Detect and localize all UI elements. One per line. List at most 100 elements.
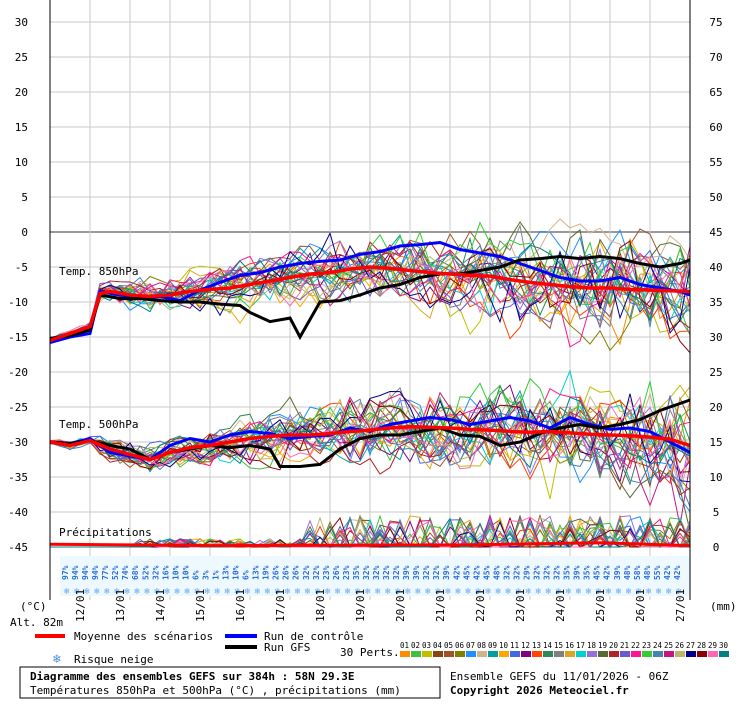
pert-swatch [642, 651, 652, 657]
snowflake-icon: ❄ [666, 587, 672, 597]
snow-risk-band: 97%❄94%❄94%❄94%❄77%❄52%❄74%❄68%❄52%❄32%❄… [60, 556, 690, 597]
right-tick-label: 35 [709, 296, 722, 309]
snow-risk-value: 74% [121, 565, 130, 580]
pert-swatch [422, 651, 432, 657]
pert-swatch [675, 651, 685, 657]
snow-risk-value: 10% [181, 565, 190, 580]
pert-number: 10 [499, 641, 509, 650]
x-tick-label: 14/01 [154, 589, 167, 622]
left-unit: (°C) [20, 600, 47, 613]
legend-snow-label: Risque neige [74, 653, 153, 666]
precip-label: Précipitations [59, 526, 152, 539]
right-tick-label: 50 [709, 191, 722, 204]
pert-swatch [708, 651, 718, 657]
pert-number: 12 [521, 641, 530, 650]
pert-swatch [510, 651, 520, 657]
snowflake-icon: ❄ [566, 587, 572, 597]
pert-number: 21 [620, 641, 629, 650]
snowflake-icon: ❄ [676, 587, 682, 597]
snow-risk-value: 42% [603, 565, 612, 580]
pert-swatch [620, 651, 630, 657]
pert-number: 20 [609, 641, 619, 650]
x-tick-label: 27/01 [674, 589, 687, 622]
pert-swatch [664, 651, 674, 657]
snow-risk-value: 52% [111, 565, 120, 580]
snow-risk-value: 32% [362, 565, 371, 580]
pert-swatch [488, 651, 498, 657]
ensemble-member-t500-27 [49, 390, 691, 483]
pert-swatch [543, 651, 553, 657]
snowflake-icon: ❄ [405, 587, 411, 597]
snow-risk-value: 97% [61, 565, 70, 580]
snow-risk-value: 29% [522, 565, 531, 580]
gfs-t850-line [49, 254, 691, 341]
snow-risk-value: 26% [332, 565, 341, 580]
pert-number: 14 [543, 641, 553, 650]
pert-number: 29 [708, 641, 717, 650]
snow-risk-value: 45% [482, 565, 491, 580]
snowflake-icon: ❄ [285, 587, 291, 597]
chart-subtitle: Températures 850hPa et 500hPa (°C) , pré… [30, 684, 401, 697]
pert-number: 28 [697, 641, 707, 650]
snowflake-icon: ❄ [636, 587, 642, 597]
snowflake-icon: ❄ [84, 587, 90, 597]
snow-risk-value: 26% [292, 565, 301, 580]
ensemble-member-t850-25 [49, 244, 691, 343]
snowflake-icon: ❄ [204, 587, 210, 597]
left-tick-label: 5 [21, 191, 28, 204]
left-tick-label: 10 [15, 156, 28, 169]
snow-risk-value: 32% [382, 565, 391, 580]
snowflake-icon: ❄ [184, 587, 190, 597]
x-tick-label: 25/01 [594, 589, 607, 622]
right-tick-label: 20 [709, 401, 722, 414]
snowflake-icon: ❄ [445, 587, 451, 597]
snowflake-icon: ❄ [546, 587, 552, 597]
pert-swatch [609, 651, 619, 657]
snowflake-icon: ❄ [104, 587, 110, 597]
snowflake-icon: ❄ [74, 587, 80, 597]
mean-t850-line [49, 265, 691, 343]
snow-risk-value: 35% [352, 565, 361, 580]
snow-risk-value: 94% [71, 565, 80, 580]
snow-risk-value: 6% [191, 570, 200, 580]
snowflake-icon: ❄ [345, 587, 351, 597]
pert-number: 22 [631, 641, 640, 650]
snowflake-icon: ❄ [656, 587, 662, 597]
snowflake-icon: ❄ [245, 587, 251, 597]
snow-risk-value: 16% [161, 565, 170, 580]
t500-label: Temp. 500hPa [59, 418, 138, 431]
snowflake-icon: ❄ [536, 587, 542, 597]
pert-number: 04 [433, 641, 443, 650]
pert-number: 09 [488, 641, 497, 650]
snowflake-icon: ❄ [114, 587, 120, 597]
x-tick-label: 18/01 [314, 589, 327, 622]
snow-risk-value: 55% [653, 565, 662, 580]
right-tick-label: 60 [709, 121, 722, 134]
legend-control-label: Run de contrôle [264, 630, 363, 643]
snow-risk-value: 1% [211, 570, 220, 580]
snow-risk-value: 13% [252, 565, 261, 580]
pert-swatch [521, 651, 531, 657]
snowflake-icon: ❄ [315, 587, 321, 597]
pert-swatch [576, 651, 586, 657]
snow-risk-value: 39% [613, 565, 622, 580]
ensemble-info: Ensemble GEFS du 11/01/2026 - 06Z [450, 670, 669, 683]
snowflake-icon: ❄ [475, 587, 481, 597]
pert-number: 25 [664, 641, 673, 650]
pert-legend: 01 02 03 04 05 06 07 08 09 10 11 12 13 14 15 16 17 18 19 20… [400, 641, 729, 657]
snow-risk-value: 32% [151, 565, 160, 580]
pert-swatch [697, 651, 707, 657]
snowflake-icon: ❄ [556, 587, 562, 597]
pert-number: 17 [576, 641, 585, 650]
pert-number: 26 [675, 641, 685, 650]
snowflake-icon: ❄ [94, 587, 100, 597]
snow-risk-value: 39% [402, 565, 411, 580]
ensemble-member-t500-30 [49, 396, 691, 469]
left-tick-label: 0 [21, 226, 28, 239]
copyright: Copyright 2026 Meteociel.fr [450, 684, 629, 697]
snowflake-icon: ❄ [525, 587, 531, 597]
pert-number: 01 [400, 641, 409, 650]
snow-risk-value: 45% [593, 565, 602, 580]
snowflake-icon: ❄ [265, 587, 271, 597]
